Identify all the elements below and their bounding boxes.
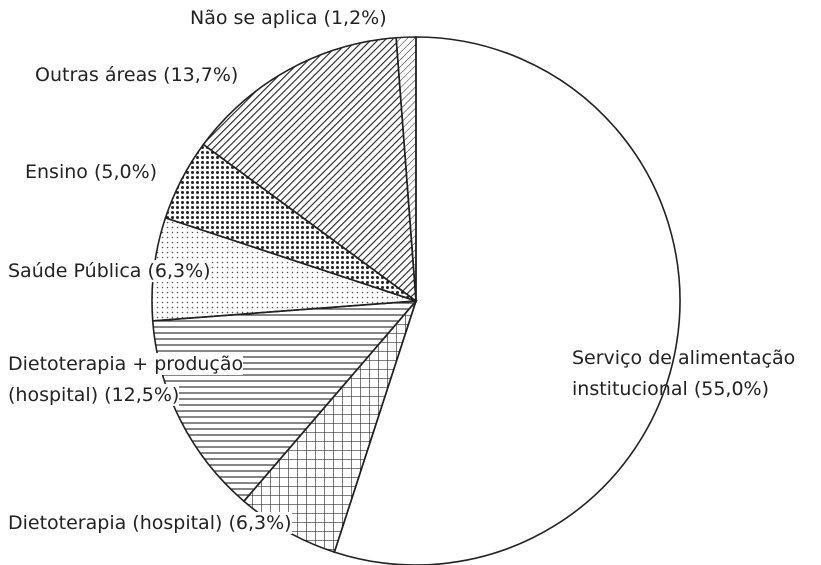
category-label: Ensino xyxy=(25,161,88,183)
category-label: Não se aplica xyxy=(190,7,318,29)
category-label: Outras áreas xyxy=(35,64,158,86)
value-label: (55,0%) xyxy=(693,378,769,400)
pie-slice xyxy=(395,36,417,302)
slice-label: Outras áreas (13,7%) xyxy=(35,60,335,91)
pie-slice xyxy=(151,300,418,503)
slice-label: Dietoterapia + produção (hospital) (12,5… xyxy=(8,349,283,411)
value-label: (5,0%) xyxy=(93,161,158,183)
slice-label: Ensino (5,0%) xyxy=(25,157,325,188)
value-label: (6,3%) xyxy=(147,260,211,282)
value-label: (13,7%) xyxy=(163,64,239,86)
slice-label: Serviço de alimentação institucional (55… xyxy=(572,343,821,405)
value-label: (1,2%) xyxy=(323,7,387,29)
category-label: Saúde Pública xyxy=(8,260,142,282)
pie-slice xyxy=(202,36,417,303)
value-label: (6,3%) xyxy=(228,512,292,534)
value-label: (12,5%) xyxy=(104,384,180,406)
category-label: Dietoterapia (hospital) xyxy=(8,512,223,534)
slice-label: Dietoterapia (hospital) (6,3%) xyxy=(8,508,408,539)
slice-label: Saúde Pública (6,3%) xyxy=(8,256,308,287)
category-label: Serviço de alimentação institucional xyxy=(572,347,796,400)
slice-label: Não se aplica (1,2%) xyxy=(190,3,490,34)
pie-slice xyxy=(333,36,681,565)
